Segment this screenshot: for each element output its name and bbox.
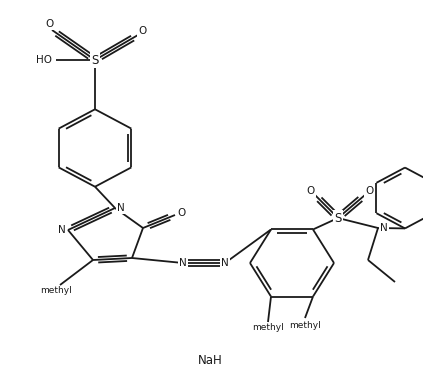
Text: methyl: methyl (289, 321, 321, 330)
Text: O: O (307, 186, 315, 196)
Text: N: N (380, 223, 388, 233)
Text: N: N (179, 258, 187, 268)
Text: S: S (91, 53, 99, 67)
Text: O: O (177, 208, 185, 218)
Text: N: N (221, 258, 229, 268)
Text: O: O (365, 186, 374, 196)
Text: NaH: NaH (198, 353, 222, 367)
Text: N: N (118, 203, 125, 213)
Text: methyl: methyl (252, 323, 284, 332)
Text: methyl: methyl (40, 286, 71, 295)
Text: O: O (46, 19, 54, 29)
Text: N: N (58, 225, 66, 235)
Text: HO: HO (36, 55, 52, 65)
Text: S: S (334, 211, 342, 225)
Text: O: O (138, 26, 146, 36)
